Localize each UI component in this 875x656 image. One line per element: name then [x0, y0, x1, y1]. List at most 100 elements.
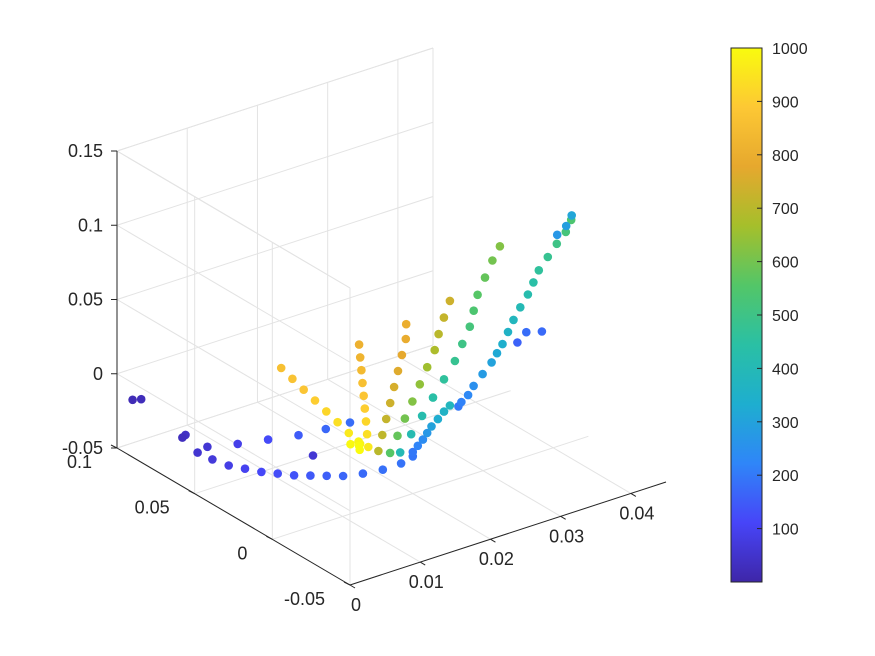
colorbar-tick-label: 300: [772, 415, 799, 432]
x-tick-label: 0.02: [479, 549, 514, 569]
y-tick-label: -0.05: [284, 589, 325, 609]
z-tick-label: -0.05: [62, 438, 103, 458]
scatter-point: [381, 414, 391, 424]
scatter-point: [385, 398, 395, 408]
grid-line: [257, 401, 491, 540]
scatter-point: [358, 469, 368, 478]
scatter-point: [427, 422, 436, 431]
scatter-point: [498, 339, 507, 349]
x-axis-line: [349, 481, 667, 586]
scatter-point: [401, 319, 411, 329]
x-tick-mark: [490, 538, 496, 543]
scatter-point: [344, 428, 354, 438]
scatter-point: [406, 429, 416, 439]
scatter-point: [428, 393, 438, 402]
scatter-point: [233, 439, 242, 449]
scatter-point: [408, 397, 417, 406]
scatter-point: [488, 256, 497, 265]
axes-lines: [110, 150, 667, 589]
scatter-point: [136, 394, 146, 404]
scatter-point: [240, 464, 250, 474]
colorbar-tick-label: 400: [772, 361, 799, 378]
x-tick-label: 0.03: [549, 526, 584, 546]
scatter-point: [346, 439, 355, 449]
scatter-point: [358, 378, 367, 388]
scatter-point: [355, 353, 365, 362]
scatter-point: [450, 356, 460, 366]
scatter-point: [354, 441, 364, 451]
y-tick-mark: [188, 490, 195, 495]
z-tick-label: 0.1: [78, 215, 103, 235]
scatter-point: [445, 401, 455, 410]
colorbar-tick-label: 900: [772, 94, 799, 111]
scatter-point: [480, 273, 490, 282]
scatter-point: [469, 306, 479, 316]
scatter-point: [434, 329, 443, 339]
colorbar-tick-label: 800: [772, 148, 799, 165]
scatter-point: [537, 327, 547, 336]
scatter-point: [359, 391, 369, 401]
scatter-point: [516, 303, 525, 312]
scatter-point: [534, 266, 544, 275]
scatter-point: [465, 322, 475, 332]
scatter-point: [208, 455, 217, 464]
grid-line: [397, 356, 632, 494]
scatter-point: [433, 414, 443, 424]
scatter-point: [430, 345, 440, 355]
scatter-point: [361, 417, 371, 426]
scatter-point: [299, 385, 309, 395]
scatter-points: [128, 211, 576, 481]
scatter-point: [509, 315, 518, 325]
colorbar-tick-label: 500: [772, 308, 799, 325]
scatter-point: [378, 430, 387, 440]
x-tick-mark: [349, 584, 356, 589]
scatter-point: [400, 414, 410, 423]
y-tick-label: 0: [237, 543, 247, 563]
scatter-point: [469, 381, 478, 391]
scatter-point: [322, 407, 331, 416]
scatter-point: [308, 451, 318, 460]
grid-line: [116, 150, 351, 289]
scatter-point: [513, 338, 522, 347]
scatter-point: [364, 442, 373, 452]
scatter-point: [473, 290, 482, 300]
x-tick-mark: [560, 515, 566, 520]
scatter-point: [397, 350, 407, 360]
colorbar-tick-label: 100: [772, 522, 799, 539]
scatter-point: [257, 467, 266, 477]
grid-line: [327, 378, 561, 517]
scatter-point: [396, 459, 406, 468]
scatter-point: [413, 441, 423, 451]
y-axis-line: [116, 447, 351, 586]
colorbar: 100 200 300 400 500 600 700 800 900 1000: [730, 41, 808, 583]
scatter-point: [385, 448, 395, 458]
scatter-point: [354, 340, 364, 349]
scatter-point: [378, 465, 388, 475]
scatter-point: [408, 447, 418, 457]
scatter-point: [322, 471, 332, 481]
grid-line: [116, 47, 434, 152]
scatter-point: [478, 369, 487, 379]
scatter-point: [357, 365, 366, 375]
scatter-point: [288, 374, 297, 384]
scatter-point: [415, 380, 425, 389]
scatter-point: [178, 433, 187, 442]
scatter-point: [439, 407, 449, 416]
scatter-point: [418, 435, 428, 444]
scatter-point: [417, 411, 427, 421]
y-tick-mark: [266, 535, 273, 540]
scatter-point: [439, 313, 449, 322]
z-tick-label: 0.15: [68, 141, 103, 161]
axes-grid: [116, 47, 667, 586]
z-tick-label: 0: [93, 364, 103, 384]
colorbar-tick-label: 700: [772, 201, 799, 218]
grid-line: [116, 196, 434, 300]
scatter-point: [389, 382, 399, 392]
tick-labels: 00.010.020.030.04-0.0500.050.1-0.0500.05…: [62, 141, 654, 615]
scatter-point: [463, 390, 473, 400]
scatter-point: [523, 290, 533, 299]
scatter-point: [294, 430, 303, 440]
scatter-point: [276, 363, 286, 373]
grid-line: [116, 224, 351, 363]
